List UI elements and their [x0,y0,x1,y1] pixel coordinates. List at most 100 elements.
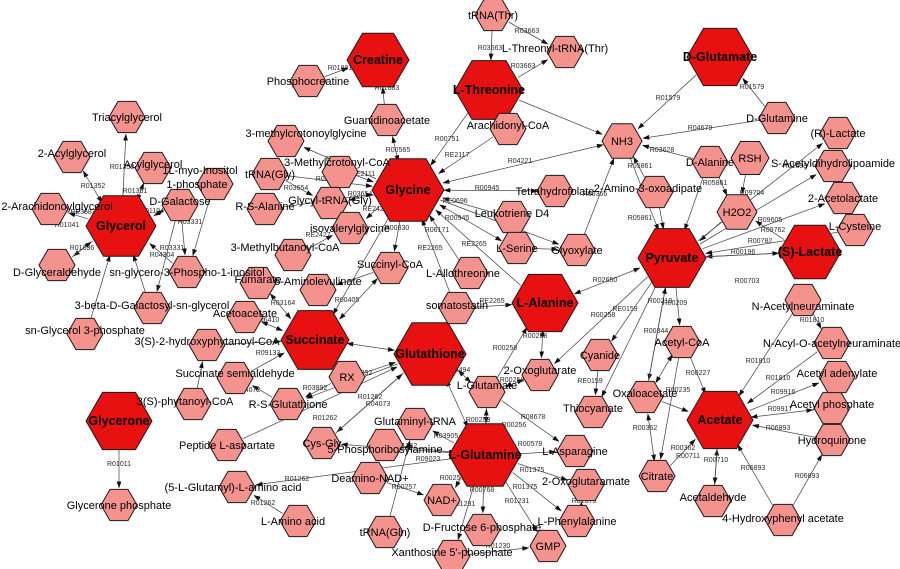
node-l_glutamate[interactable] [468,375,506,409]
hexagon-two_amino_3_oxoadipate[interactable] [636,175,674,209]
hexagon-myo_inositol_1p[interactable] [196,167,234,201]
node-gmp[interactable] [529,529,567,563]
hexagon-peptide_l_aspartate[interactable] [208,428,246,462]
hexagon-deamino_nad[interactable] [351,461,389,495]
hexagon-xanthosine_5p[interactable] [433,539,471,569]
node-succinate[interactable] [280,310,350,370]
node-l_threonine[interactable] [454,60,524,120]
hexagon-glycerol[interactable] [85,195,157,257]
node-succinate_semialdehyde[interactable] [216,361,254,395]
node-d_glutamate[interactable] [686,27,754,87]
node-nad[interactable] [423,483,461,517]
node-two_oxoglutaramate[interactable] [567,468,605,502]
hexagon-acetate[interactable] [686,390,754,450]
hexagon-d_glutamine[interactable] [758,101,796,135]
node-two_amino_3_oxoadipate[interactable] [636,175,674,209]
node-somatostatin[interactable] [438,291,476,325]
node-cyanide[interactable] [581,338,619,372]
node-myo_inositol_1p[interactable] [196,167,234,201]
node-phytanoyl_coa[interactable] [174,387,212,421]
node-sn_glycero_3p_inositol[interactable] [168,255,206,289]
node-n_acetylneuraminate[interactable] [784,283,822,317]
hexagon-nh3[interactable] [601,123,643,159]
hexagon-l_serine[interactable] [498,231,536,265]
hexagon-l_threonyl_trna[interactable] [546,35,584,69]
node-three_methylbutanoyl_coa[interactable] [274,238,312,272]
hexagon-l_cysteine[interactable] [836,213,874,247]
node-two_arachidonoylglycerol[interactable] [31,192,69,226]
hexagon-l_threonine[interactable] [454,60,524,120]
hexagon-l_asparagine[interactable] [556,434,594,468]
hexagon-acetyl_coa[interactable] [663,325,701,359]
node-xanthosine_5p[interactable] [433,539,471,569]
node-glycyl_trna_gly[interactable] [311,186,349,220]
node-glycerol[interactable] [85,195,157,257]
node-r_s_glutathione[interactable] [269,387,307,421]
node-trna_thr[interactable] [474,0,512,32]
hexagon-succinate_semialdehyde[interactable] [216,361,254,395]
hexagon-acetyl_phosphate[interactable] [813,391,851,425]
node-glycerone_phosphate[interactable] [100,488,138,522]
hexagon-l_glutamine[interactable] [448,423,522,487]
node-tetrahydrofolate[interactable] [536,174,574,208]
hexagon-trna_gln[interactable] [366,515,404,549]
node-s_acetyldihydrolipoamide[interactable] [814,149,852,183]
hexagon-five_aminolevulinate[interactable] [299,273,337,307]
node-glycine[interactable] [371,158,445,222]
node-acetate[interactable] [686,390,754,450]
node-d_galactose[interactable] [161,188,199,222]
hexagon-sn_glycerol_3p[interactable] [66,317,104,351]
hexagon-glycerone_phosphate[interactable] [100,488,138,522]
hexagon-five_phosphoribosylamine[interactable] [366,428,404,462]
node-glyoxylate[interactable] [558,233,596,267]
node-guanidinoacetate[interactable] [368,103,406,137]
node-s_lactate[interactable] [778,224,842,280]
hexagon-guanidinoacetate[interactable] [368,103,406,137]
node-d_alanine[interactable] [691,145,729,179]
node-deamino_nad[interactable] [351,461,389,495]
node-h2o2[interactable] [716,194,758,230]
hexagon-l_glutamate[interactable] [468,375,506,409]
hexagon-d_fructose_6p[interactable] [463,513,501,547]
hexagon-cyanide[interactable] [581,338,619,372]
hexagon-two_acylglycerol[interactable] [53,140,91,174]
node-l_allothreonine[interactable] [451,256,489,290]
hexagon-sn_glycero_3p_inositol[interactable] [168,255,206,289]
node-three_beta_d_gal[interactable] [133,291,171,325]
node-pyruvate[interactable] [637,228,707,288]
node-phosphocreatine[interactable] [289,64,327,98]
node-creatine[interactable] [346,32,410,88]
node-acetyl_phosphate[interactable] [813,391,851,425]
hexagon-trna_gly[interactable] [251,157,289,191]
hexagon-r_lactate[interactable] [819,116,857,150]
hexagon-l_allothreonine[interactable] [451,256,489,290]
hexagon-isovalerylglycine[interactable] [331,211,369,245]
node-d_glyceraldehyde[interactable] [38,248,76,282]
hexagon-hydroquinone[interactable] [813,423,851,457]
node-cys_gly[interactable] [303,426,341,460]
hexagon-glycine[interactable] [371,158,445,222]
node-r_s_alanine[interactable] [246,192,284,226]
hexagon-nad[interactable] [423,483,461,517]
hexagon-glyoxylate[interactable] [558,233,596,267]
node-five_l_glutamyl_aa[interactable] [218,470,256,504]
hexagon-acylglycerol[interactable] [134,151,172,185]
node-rsh[interactable] [730,141,770,175]
node-two_acetolactate[interactable] [824,181,862,215]
hexagon-l_amino_acid[interactable] [279,504,317,538]
node-acetyl_coa[interactable] [663,325,701,359]
hexagon-leukotriene_d4[interactable] [493,200,531,234]
node-glutathione[interactable] [393,322,467,386]
node-trna_gln[interactable] [366,515,404,549]
node-d_glutamine[interactable] [758,101,796,135]
node-sn_glycerol_3p[interactable] [66,317,104,351]
hexagon-succinate[interactable] [280,310,350,370]
node-l_alanine[interactable] [511,273,579,333]
hexagon-thiocyanate[interactable] [574,395,612,429]
hexagon-phytanoyl_coa[interactable] [174,387,212,421]
hexagon-l_phenylalanine[interactable] [558,504,596,538]
hexagon-acetoacetate[interactable] [226,300,264,334]
hexagon-glycerone[interactable] [85,391,153,451]
node-r_lactate[interactable] [819,116,857,150]
hexagon-two_oxoglutaramate[interactable] [567,468,605,502]
